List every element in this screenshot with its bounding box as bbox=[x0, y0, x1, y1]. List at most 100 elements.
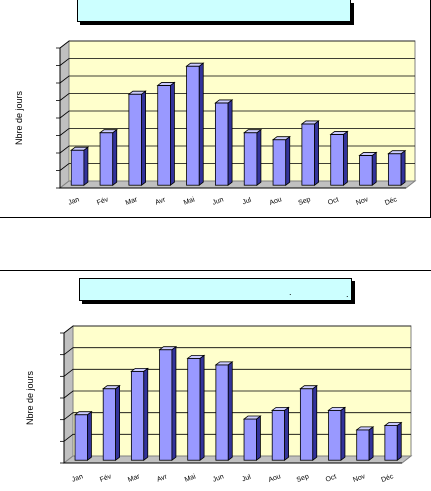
bar-top bbox=[214, 99, 234, 104]
x-tick-label: Nov bbox=[355, 196, 370, 207]
gridline bbox=[59, 40, 415, 49]
gridline bbox=[59, 58, 415, 66]
x-tick-label: Jul bbox=[241, 474, 252, 484]
bar bbox=[159, 349, 173, 461]
x-tick-label: Avr bbox=[156, 473, 169, 483]
chart-panel-2: . . Jan Fév Mar Avr Mai Jun Jul Aou Sep Oct Nov Déc… bbox=[0, 270, 431, 490]
bar-side bbox=[227, 99, 233, 186]
bar-top bbox=[98, 129, 118, 134]
x-tick-label: Oct bbox=[325, 473, 338, 483]
bar-top bbox=[387, 150, 407, 155]
x-tick-label: Mai bbox=[184, 473, 197, 484]
bar bbox=[330, 134, 344, 186]
bar bbox=[359, 155, 373, 186]
bar-top bbox=[358, 152, 378, 156]
x-tick-label: Fév bbox=[99, 473, 113, 484]
gridline bbox=[63, 433, 411, 442]
bar-top bbox=[130, 367, 149, 372]
bar-side bbox=[368, 426, 374, 461]
bar bbox=[387, 153, 402, 186]
bar-top bbox=[355, 426, 375, 431]
bar-top bbox=[383, 422, 403, 426]
bar bbox=[157, 85, 171, 186]
gridline bbox=[63, 368, 411, 377]
bar-side bbox=[256, 415, 261, 461]
x-tick-label: Mar bbox=[125, 196, 139, 207]
bar-side bbox=[141, 90, 146, 186]
bar-top bbox=[299, 385, 318, 390]
bar bbox=[299, 388, 314, 461]
gridline bbox=[63, 325, 411, 334]
chart-panel-1: Jan Fév Mar Avr Mai Jun Jul Aou Sep Oct Nov Déc Nbre… bbox=[0, 0, 431, 218]
bar bbox=[130, 370, 145, 461]
x-tick-label: Jul bbox=[241, 197, 252, 207]
x-tick-label: Jan bbox=[67, 196, 80, 206]
gridline bbox=[59, 145, 415, 154]
gridline bbox=[59, 75, 415, 84]
bar-top bbox=[243, 129, 263, 134]
bar-top bbox=[158, 346, 178, 351]
x-tick-label: Aou bbox=[268, 473, 282, 484]
x-tick-label: Sep bbox=[296, 473, 310, 484]
bar-side bbox=[227, 361, 233, 461]
bar-side bbox=[170, 81, 175, 186]
bar bbox=[301, 123, 315, 186]
bar bbox=[328, 409, 342, 461]
x-tick-label: Déc bbox=[380, 473, 395, 484]
bar-top bbox=[156, 82, 176, 86]
bar-top bbox=[185, 62, 205, 67]
gridline bbox=[59, 128, 415, 136]
gridline bbox=[63, 412, 411, 420]
bar bbox=[243, 418, 257, 461]
bar-top bbox=[102, 385, 121, 390]
bar-side bbox=[198, 62, 204, 186]
x-tick-label: Mai bbox=[183, 196, 196, 207]
x-tick-label: Aou bbox=[269, 196, 283, 207]
bar-side bbox=[83, 146, 89, 186]
bar-side bbox=[340, 406, 346, 461]
bar-side bbox=[396, 421, 402, 461]
bar bbox=[356, 429, 370, 461]
bar bbox=[128, 93, 142, 186]
bar bbox=[186, 65, 200, 186]
bar bbox=[74, 414, 88, 461]
bar-top bbox=[271, 136, 291, 141]
x-tick-label: Jan bbox=[71, 473, 84, 483]
bar-top bbox=[242, 415, 262, 420]
gridline bbox=[63, 390, 411, 399]
x-tick-label: Sep bbox=[298, 196, 312, 207]
x-tick-label: Oct bbox=[327, 196, 340, 206]
bar bbox=[214, 102, 229, 186]
bar bbox=[215, 364, 229, 461]
bar-top bbox=[271, 406, 290, 411]
x-tick-label: Jun bbox=[212, 196, 225, 206]
bar-top bbox=[127, 90, 147, 95]
bar-chart-1: Jan Fév Mar Avr Mai Jun Jul Aou Sep Oct Nov Déc Nbre… bbox=[14, 39, 417, 207]
bar-side bbox=[115, 384, 120, 461]
gridline bbox=[59, 163, 415, 171]
x-tick-label: Mar bbox=[127, 473, 141, 484]
bar bbox=[102, 388, 116, 461]
bar-top bbox=[186, 354, 206, 359]
bar-side bbox=[284, 406, 289, 461]
y-axis-label: Nbre de jours bbox=[25, 370, 35, 425]
gridline bbox=[59, 93, 415, 101]
x-tick-label: Fév bbox=[96, 196, 110, 207]
bar-top bbox=[70, 146, 90, 151]
bar bbox=[271, 409, 285, 461]
gridline bbox=[63, 347, 411, 355]
bar-top bbox=[214, 361, 234, 366]
bar bbox=[187, 357, 201, 461]
bar-side bbox=[312, 384, 318, 461]
bar-side bbox=[400, 149, 406, 186]
bar-side bbox=[112, 128, 118, 186]
bar bbox=[243, 132, 258, 186]
bar-side bbox=[143, 367, 149, 461]
bar-top bbox=[327, 406, 347, 411]
bar bbox=[272, 139, 287, 186]
x-tick-label: Nov bbox=[352, 473, 367, 484]
bar-chart-2: Jan Fév Mar Avr Mai Jun Jul Aou Sep Oct Nov Déc Nbre… bbox=[25, 324, 413, 484]
bar bbox=[384, 425, 398, 461]
bar-side bbox=[87, 410, 92, 461]
bar-side bbox=[171, 345, 177, 461]
